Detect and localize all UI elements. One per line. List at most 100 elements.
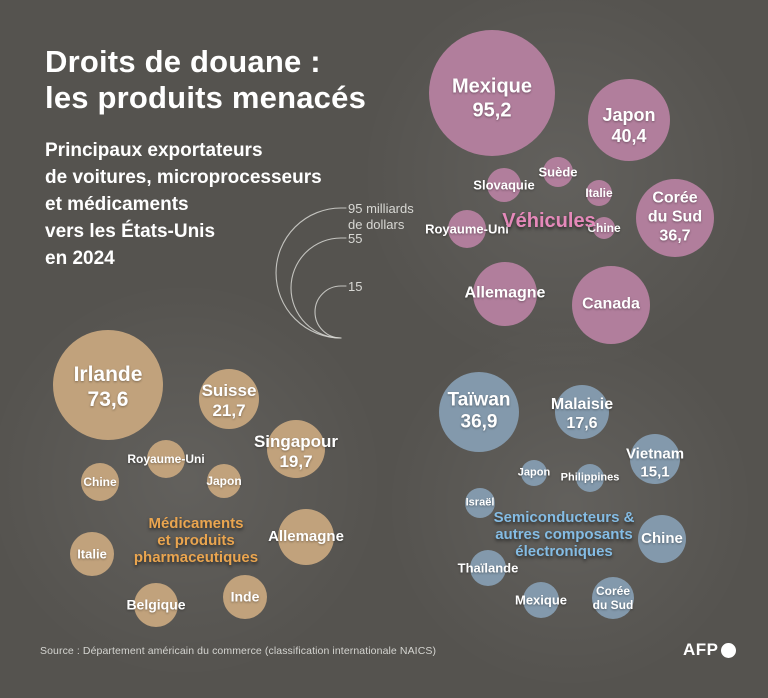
bubble-label-line: Royaume-Uni <box>127 451 205 466</box>
bubble-semiconducteurs-chine: Chine <box>638 515 686 563</box>
bubble-label-line: 15,1 <box>640 463 670 480</box>
bubble-label: Corée du Sud 36,7 <box>648 190 702 247</box>
bubble-label-line: Mexique <box>514 592 568 608</box>
bubble-label: Irlande 73,6 <box>74 363 143 413</box>
page-title: Droits de douane : les produits menacés <box>45 44 366 116</box>
bubble-label-line: Japon <box>602 104 656 125</box>
afp-logo-dot-icon <box>720 642 736 658</box>
bubble-label: Chine <box>641 530 683 548</box>
cluster-label-line: Médicaments <box>148 514 244 532</box>
bubble-label: Taïwan 36,9 <box>448 390 511 435</box>
bubble-label-line: Japon <box>517 466 551 479</box>
cluster-label-line: électroniques <box>515 542 613 560</box>
page-title-line: Droits de douane : <box>45 44 321 79</box>
bubble-label-line: 17,6 <box>566 415 598 432</box>
bubble-label-line: Allemagne <box>268 528 344 546</box>
bubble-label-line: Royaume-Uni <box>425 221 509 237</box>
bubble-medicaments-suisse: Suisse 21,7 <box>199 369 259 429</box>
bubble-label: Philippines <box>561 472 620 485</box>
page-subtitle-line: et médicaments <box>45 194 189 215</box>
cluster-label-line: autres composants <box>495 525 633 543</box>
afp-logo: AFP <box>683 640 736 660</box>
bubble-label: Thaïlande <box>458 560 519 575</box>
bubble-label: Chine <box>587 221 620 235</box>
size-legend-label-95: 95 milliards de dollars <box>348 201 414 233</box>
bubble-label: Italie <box>585 186 612 200</box>
bubble-label-line: 73,6 <box>87 388 129 411</box>
bubble-label-line: 19,7 <box>279 452 313 471</box>
page-subtitle-line: vers les États-Unis <box>45 221 216 242</box>
bubble-semiconducteurs-philippines: Philippines <box>561 464 619 492</box>
bubble-label: Japon <box>206 474 241 488</box>
bubble-vehicules-chine: Chine <box>587 217 621 239</box>
bubble-label-line: Taïwan <box>447 389 511 411</box>
bubble-label-line: Thaïlande <box>457 560 519 576</box>
cluster-label-vehicules: Véhicules <box>502 210 595 232</box>
bubble-label-line: Mexique <box>451 75 533 98</box>
cluster-label-semiconducteurs: Semiconducteurs & autres composants électr… <box>494 509 635 560</box>
bubble-label: Italie <box>77 546 107 561</box>
bubble-label-line: 95,2 <box>472 99 512 121</box>
bubble-medicaments-italie: Italie <box>70 532 114 576</box>
bubble-label: Mexique 95,2 <box>452 75 532 122</box>
bubble-vehicules-coree-du-sud: Corée du Sud 36,7 <box>636 179 714 257</box>
bubble-label: Suède <box>538 164 577 179</box>
bubble-label-line: 36,7 <box>659 227 691 245</box>
bubble-label-line: Japon <box>206 473 242 488</box>
size-legend-label-line: 95 milliards <box>348 201 414 216</box>
bubble-medicaments-belgique: Belgique <box>126 583 186 627</box>
bubble-label-line: 21,7 <box>212 401 246 420</box>
bubble-semiconducteurs-thailande: Thaïlande <box>458 550 518 586</box>
bubble-label-line: Suisse <box>201 380 257 400</box>
bubble-label-line: 40,4 <box>611 126 647 146</box>
bubble-semiconducteurs-japon: Japon <box>517 460 551 486</box>
bubble-label: Israël <box>466 497 495 510</box>
bubble-label-line: Philippines <box>560 471 620 484</box>
bubble-label-line: Singapour <box>253 431 339 451</box>
bubble-label-line: Allemagne <box>464 284 546 302</box>
bubble-label: Corée du Sud <box>593 584 634 612</box>
cluster-label-medicaments: Médicaments et produits pharmaceutiques <box>133 514 259 566</box>
bubble-semiconducteurs-vietnam: Vietnam 15,1 <box>626 434 684 484</box>
bubble-label: Chine <box>83 475 116 489</box>
size-legend-label-line: de dollars <box>348 217 405 232</box>
bubble-label: Canada <box>582 296 640 315</box>
bubble-label: Malaisie 17,6 <box>551 396 613 434</box>
bubble-semiconducteurs-mexique: Mexique <box>515 582 567 618</box>
bubble-label-line: Malaisie <box>550 396 614 414</box>
bubble-label-line: Corée <box>652 189 698 207</box>
bubble-medicaments-allemagne: Allemagne <box>268 509 344 565</box>
page-subtitle-line: en 2024 <box>45 248 115 269</box>
bubble-medicaments-inde: Inde <box>223 575 267 619</box>
bubble-label-line: Israël <box>465 496 495 509</box>
page-subtitle-line: de voitures, microprocesseurs <box>45 167 322 188</box>
bubble-medicaments-royaume-uni: Royaume-Uni <box>127 440 205 478</box>
bubble-label: Slovaquie <box>473 177 534 192</box>
cluster-label-line: pharmaceutiques <box>133 548 259 566</box>
bubble-label: Suisse 21,7 <box>202 381 257 421</box>
bubble-label-line: Inde <box>230 588 260 605</box>
afp-logo-text: AFP <box>683 640 719 659</box>
bubble-label-line: Italie <box>585 185 613 200</box>
size-legend-label-line: 55 <box>348 231 363 246</box>
bubble-label-line: Chine <box>641 530 683 548</box>
page-title-line: les produits menacés <box>45 80 367 115</box>
bubble-label-line: Suède <box>538 164 578 180</box>
bubble-medicaments-japon: Japon <box>206 464 242 498</box>
bubble-medicaments-chine: Chine <box>81 463 119 501</box>
size-legend-label-15: 15 <box>348 279 362 295</box>
bubble-semiconducteurs-malaisie: Malaisie 17,6 <box>551 385 613 439</box>
bubble-vehicules-italie: Italie <box>585 180 613 206</box>
bubble-vehicules-suede: Suède <box>538 157 578 187</box>
bubble-label: Allemagne <box>465 285 546 304</box>
bubble-semiconducteurs-taiwan: Taïwan 36,9 <box>439 372 519 452</box>
bubble-semiconducteurs-coree-du-sud: Corée du Sud <box>592 577 634 619</box>
bubble-label-line: Canada <box>582 295 640 313</box>
bubble-label-line: Belgique <box>126 596 186 613</box>
bubble-label: Inde <box>231 589 260 606</box>
page-subtitle-line: Principaux exportateurs <box>45 140 263 161</box>
bubble-vehicules-mexique: Mexique 95,2 <box>429 30 555 156</box>
bubble-label: Royaume-Uni <box>425 221 509 236</box>
